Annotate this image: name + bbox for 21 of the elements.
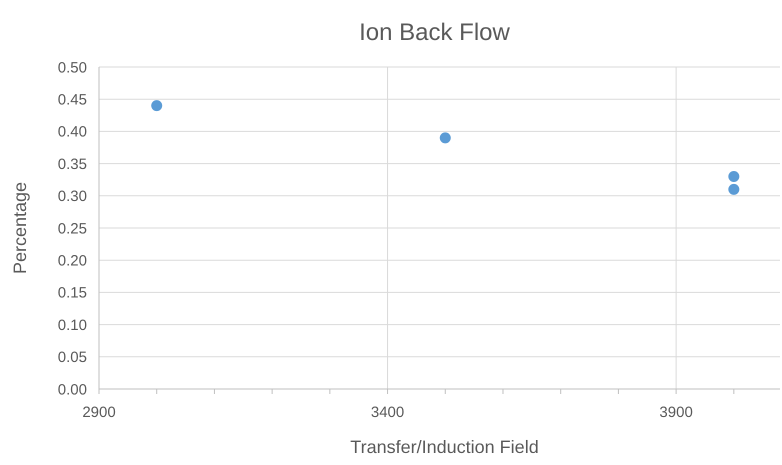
x-tick-label: 3400 bbox=[370, 404, 404, 421]
x-tick-label: 2900 bbox=[82, 404, 116, 421]
chart-title: Ion Back Flow bbox=[359, 19, 511, 46]
point bbox=[440, 132, 451, 144]
y-axis-title: Percentage bbox=[10, 182, 30, 274]
point bbox=[151, 100, 162, 112]
y-tick-label: 0.35 bbox=[58, 156, 87, 173]
y-tick-label: 0.50 bbox=[58, 59, 87, 76]
y-tick-label: 0.40 bbox=[58, 124, 87, 141]
y-tick-label: 0.30 bbox=[58, 188, 87, 206]
y-tick-label: 0.25 bbox=[58, 220, 87, 238]
y-tick-label: 0.00 bbox=[58, 381, 87, 398]
y-tick-label: 0.45 bbox=[58, 91, 87, 108]
y-tick-label: 0.15 bbox=[58, 284, 87, 302]
point bbox=[728, 184, 740, 195]
y-tick-label: 0.05 bbox=[58, 349, 87, 366]
y-tick-label: 0.10 bbox=[58, 316, 87, 334]
x-tick-label: 3900 bbox=[659, 404, 693, 421]
x-axis-title: Transfer/Induction Field bbox=[350, 437, 539, 457]
y-tick-label: 0.20 bbox=[58, 252, 87, 270]
point bbox=[728, 170, 740, 182]
